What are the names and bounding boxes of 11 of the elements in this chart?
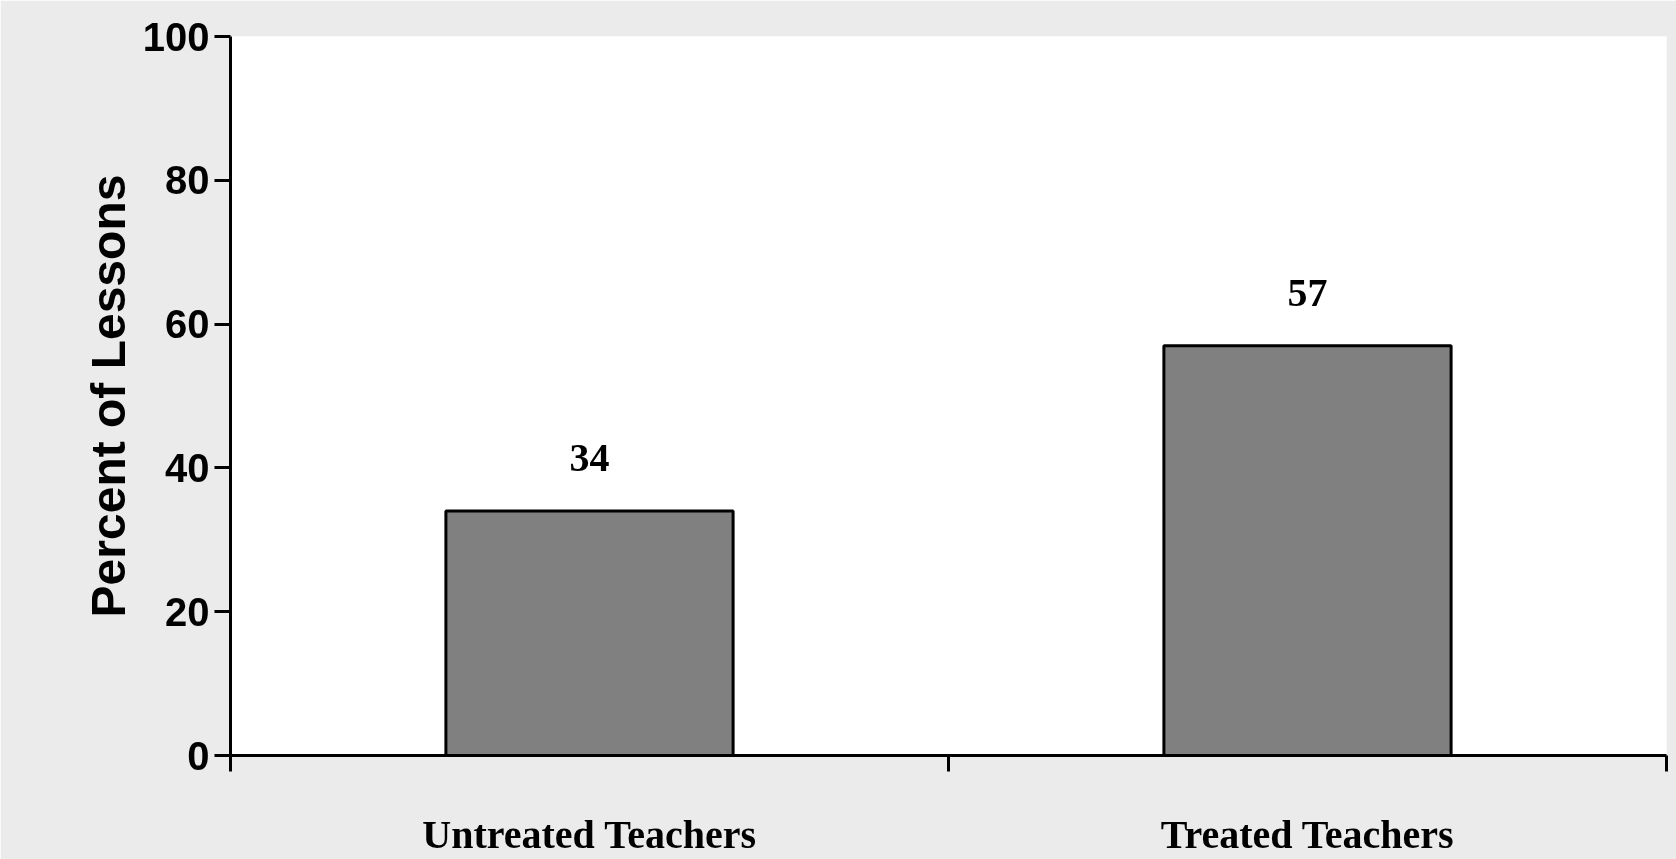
data-label: 57 bbox=[1287, 269, 1328, 315]
y-tick-label: 80 bbox=[165, 158, 210, 203]
y-axis-title: Percent of Lessons bbox=[81, 174, 135, 618]
x-tick-label: Untreated Teachers bbox=[422, 811, 756, 857]
y-tick-label: 20 bbox=[165, 589, 210, 634]
y-tick-label: 40 bbox=[165, 445, 210, 490]
data-label: 34 bbox=[569, 435, 610, 481]
y-tick-label: 0 bbox=[187, 733, 210, 778]
y-tick-label: 100 bbox=[142, 14, 210, 59]
y-tick-label: 60 bbox=[165, 302, 210, 347]
x-tick-label: Treated Teachers bbox=[1160, 811, 1454, 857]
